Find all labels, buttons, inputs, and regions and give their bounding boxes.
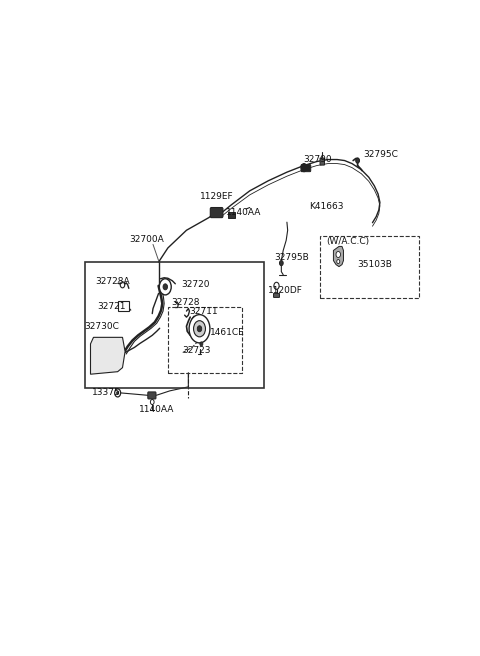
FancyBboxPatch shape [210, 207, 223, 218]
Circle shape [337, 260, 340, 264]
Text: 35103B: 35103B [358, 260, 393, 268]
Circle shape [274, 282, 279, 289]
Text: 32711: 32711 [190, 307, 218, 316]
Text: 32720: 32720 [181, 280, 209, 289]
Text: 32728: 32728 [171, 298, 199, 307]
Polygon shape [91, 337, 125, 374]
Text: 1140AA: 1140AA [139, 405, 174, 414]
Text: 32795B: 32795B [274, 253, 309, 262]
Text: 32795C: 32795C [363, 150, 398, 159]
Text: 32790: 32790 [304, 155, 332, 163]
Text: 1140AA: 1140AA [226, 208, 261, 217]
Text: K41663: K41663 [309, 201, 344, 211]
Circle shape [163, 284, 168, 290]
Circle shape [150, 400, 154, 405]
Text: 13375: 13375 [92, 388, 120, 398]
Text: 32700A: 32700A [129, 236, 164, 245]
Circle shape [197, 326, 202, 332]
FancyBboxPatch shape [228, 212, 235, 218]
Circle shape [356, 158, 360, 163]
FancyBboxPatch shape [274, 293, 279, 297]
Text: 1129EF: 1129EF [200, 192, 233, 201]
Circle shape [189, 315, 210, 343]
Text: 32730C: 32730C [84, 322, 119, 331]
Circle shape [120, 282, 125, 288]
FancyBboxPatch shape [301, 165, 311, 172]
Polygon shape [334, 247, 344, 266]
Circle shape [301, 163, 307, 172]
Bar [168, 307, 241, 373]
Text: 1461CE: 1461CE [210, 328, 245, 337]
FancyBboxPatch shape [148, 392, 156, 399]
Circle shape [115, 389, 120, 397]
Circle shape [159, 279, 171, 295]
FancyBboxPatch shape [320, 158, 324, 165]
Bar [321, 236, 419, 298]
Text: 32728A: 32728A [96, 277, 130, 286]
Text: 1120DF: 1120DF [268, 286, 303, 295]
Text: 32721: 32721 [97, 302, 126, 311]
Bar [85, 262, 264, 388]
Circle shape [200, 342, 203, 346]
Text: 32723: 32723 [183, 346, 211, 355]
Circle shape [336, 251, 340, 258]
Bar [118, 301, 129, 311]
Circle shape [193, 321, 205, 337]
Text: (W/A.C.C): (W/A.C.C) [326, 237, 369, 247]
Circle shape [279, 260, 283, 266]
Circle shape [117, 392, 119, 394]
